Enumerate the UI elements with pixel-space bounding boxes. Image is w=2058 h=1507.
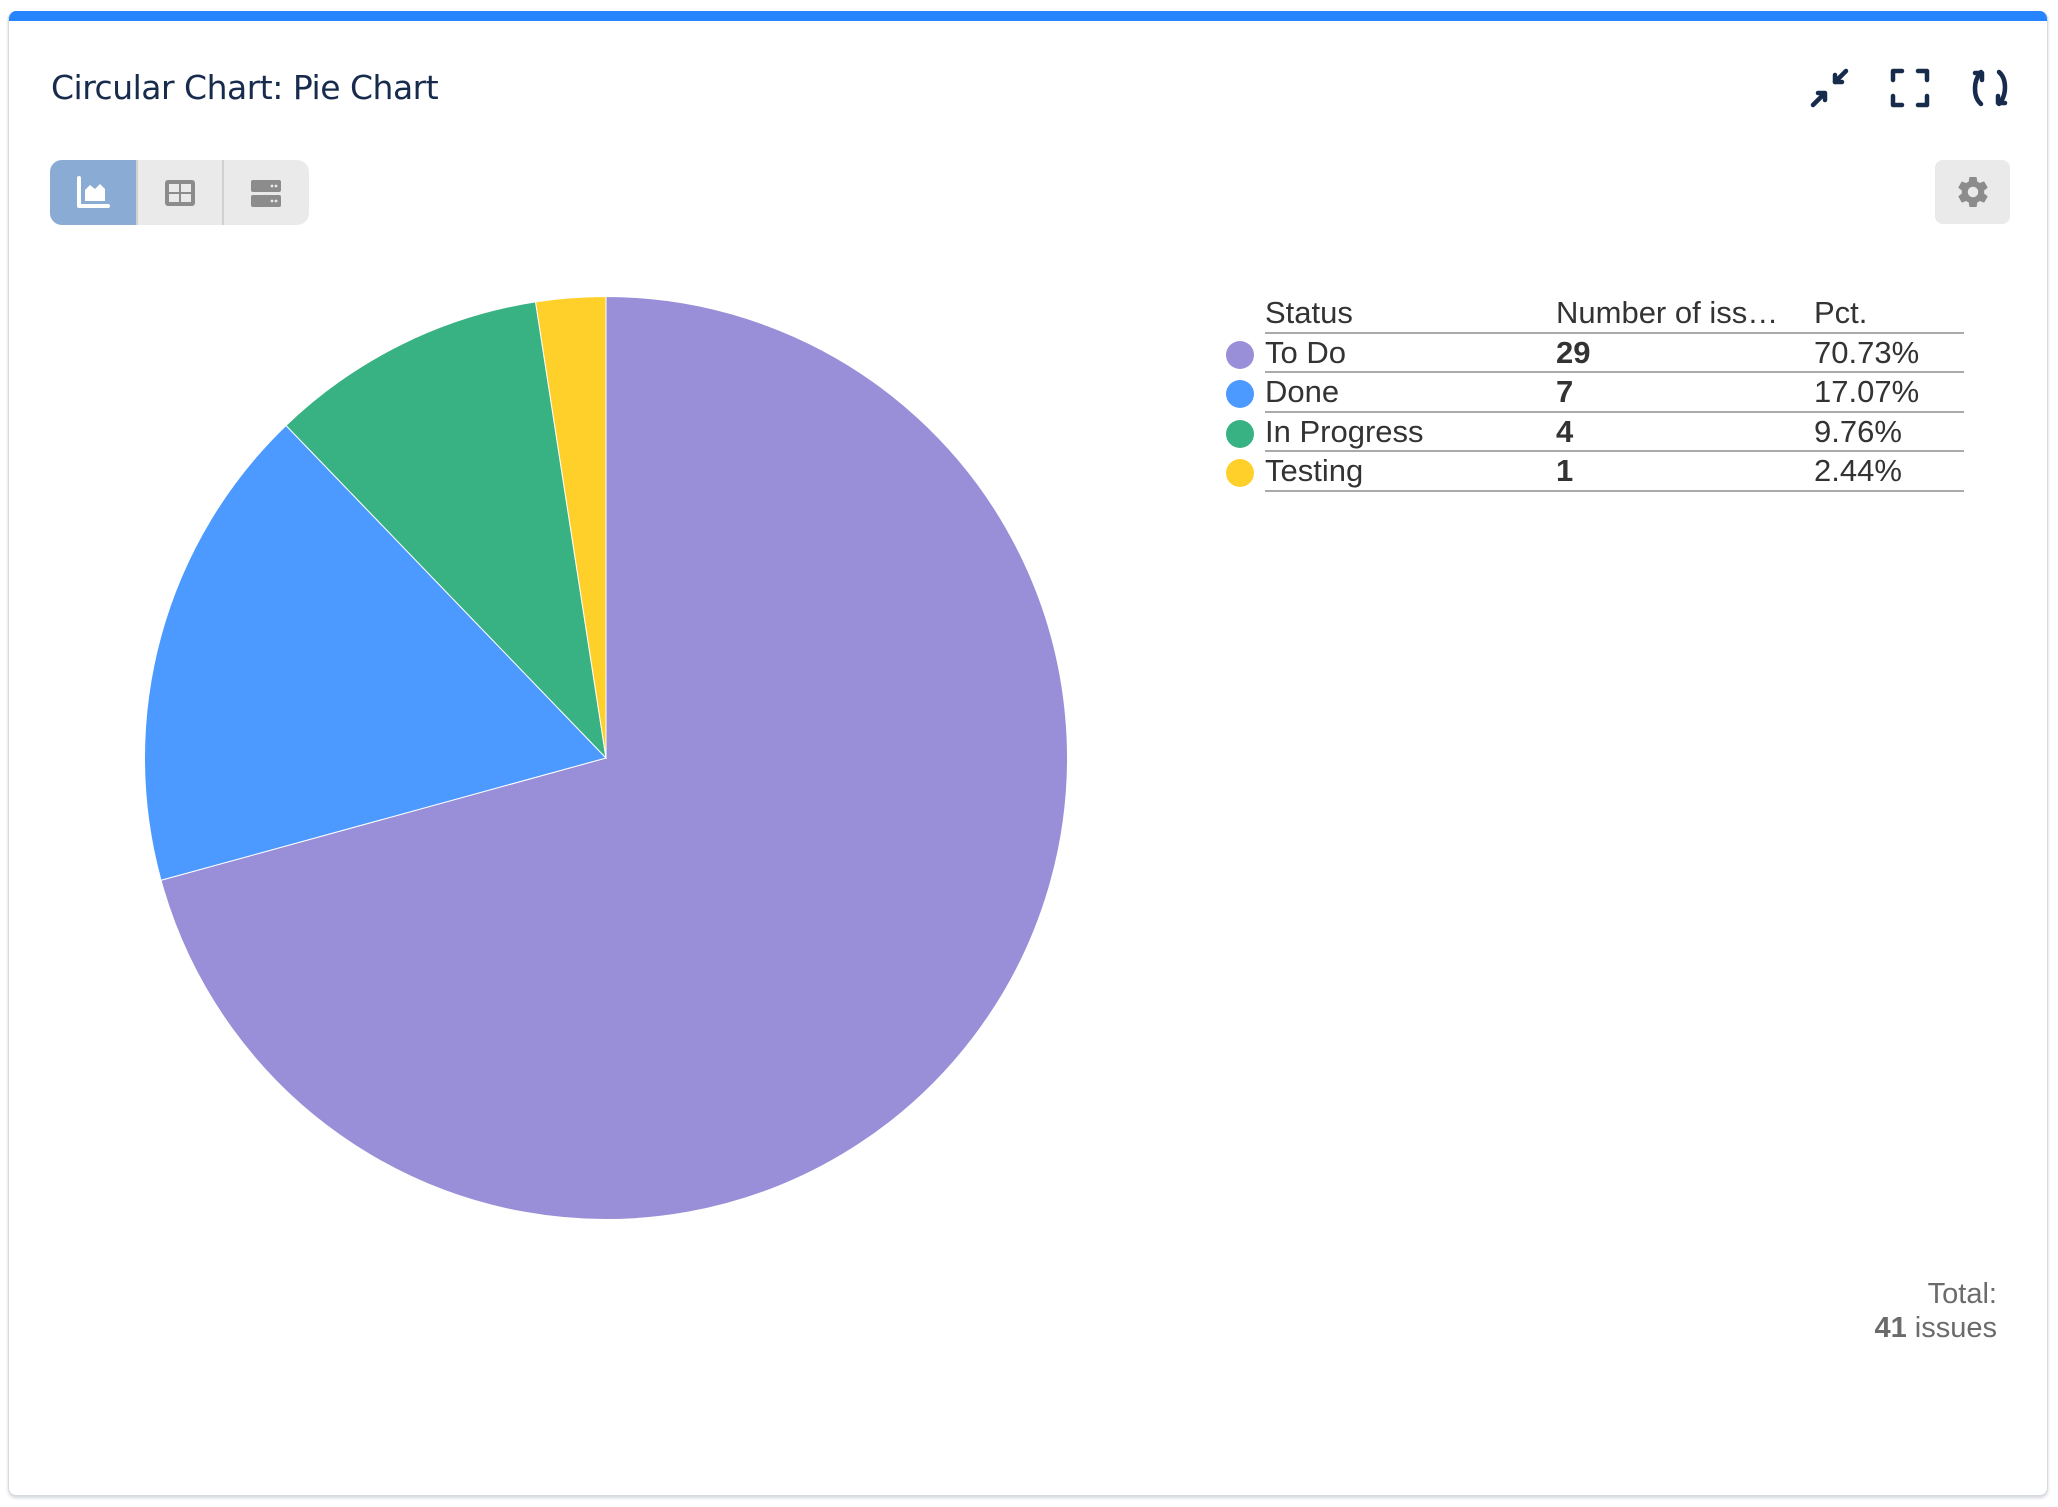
legend-pct: 17.07% bbox=[1814, 372, 1964, 413]
legend-count: 29 bbox=[1556, 332, 1814, 373]
table-icon bbox=[165, 179, 195, 206]
legend-count: 1 bbox=[1556, 451, 1814, 492]
area-chart-icon bbox=[77, 175, 110, 208]
legend-row[interactable]: Done 7 17.07% bbox=[1218, 372, 1964, 413]
total-label: Total: bbox=[1927, 1278, 1997, 1310]
chart-card: Circular Chart: Pie Chart bbox=[8, 11, 2048, 1496]
pie-slice-to-do[interactable] bbox=[160, 295, 1068, 1220]
legend-status: To Do bbox=[1265, 332, 1556, 373]
legend-row[interactable]: In Progress 4 9.76% bbox=[1218, 411, 1964, 452]
table-view-button[interactable] bbox=[136, 160, 222, 225]
legend-status: Testing bbox=[1265, 451, 1556, 492]
pct-column-header[interactable]: Pct. bbox=[1814, 294, 1964, 334]
chart-view-button[interactable] bbox=[50, 160, 136, 225]
page-title: Circular Chart: Pie Chart bbox=[51, 68, 439, 107]
fullscreen-button[interactable] bbox=[1889, 67, 1931, 109]
legend-row[interactable]: Testing 1 2.44% bbox=[1218, 451, 1964, 492]
refresh-button[interactable] bbox=[1969, 67, 2011, 109]
legend-color-dot bbox=[1226, 459, 1254, 488]
header-actions bbox=[1809, 67, 2011, 109]
gear-icon bbox=[1957, 177, 1988, 208]
settings-button[interactable] bbox=[1935, 160, 2010, 224]
fullscreen-icon bbox=[1890, 68, 1930, 108]
total-summary: Total: 41 issues bbox=[1874, 1277, 1997, 1345]
legend-header-row: Status Number of iss… Pct. bbox=[1218, 294, 1964, 334]
legend-pct: 9.76% bbox=[1814, 411, 1964, 452]
pie-slice-done[interactable] bbox=[144, 424, 607, 881]
legend-pct: 2.44% bbox=[1814, 451, 1964, 492]
legend-count: 7 bbox=[1556, 372, 1814, 413]
pie-slice-in-progress[interactable] bbox=[285, 301, 607, 760]
legend-status: In Progress bbox=[1265, 411, 1556, 452]
refresh-icon bbox=[1972, 69, 2008, 107]
legend-status: Done bbox=[1265, 372, 1556, 413]
accent-bar bbox=[9, 11, 2047, 21]
legend-color-dot bbox=[1226, 340, 1254, 369]
legend-color-dot bbox=[1226, 380, 1254, 409]
legend-row[interactable]: To Do 29 70.73% bbox=[1218, 332, 1964, 373]
pie-chart bbox=[144, 295, 1068, 1220]
total-count: 41 bbox=[1874, 1312, 1907, 1344]
view-switch bbox=[50, 160, 309, 225]
number-column-header[interactable]: Number of iss… bbox=[1556, 294, 1814, 334]
list-rows-icon bbox=[251, 179, 281, 207]
legend-pct: 70.73% bbox=[1814, 332, 1964, 373]
status-column-header[interactable]: Status bbox=[1265, 294, 1556, 334]
collapse-icon bbox=[1810, 68, 1849, 108]
list-view-button[interactable] bbox=[222, 160, 308, 225]
legend-table: Status Number of iss… Pct. To Do 29 70.7… bbox=[1218, 294, 1978, 492]
legend-color-dot bbox=[1226, 419, 1254, 448]
legend-count: 4 bbox=[1556, 411, 1814, 452]
total-unit: issues bbox=[1914, 1312, 1997, 1344]
collapse-button[interactable] bbox=[1809, 67, 1851, 109]
pie-slice-testing[interactable] bbox=[534, 295, 607, 759]
